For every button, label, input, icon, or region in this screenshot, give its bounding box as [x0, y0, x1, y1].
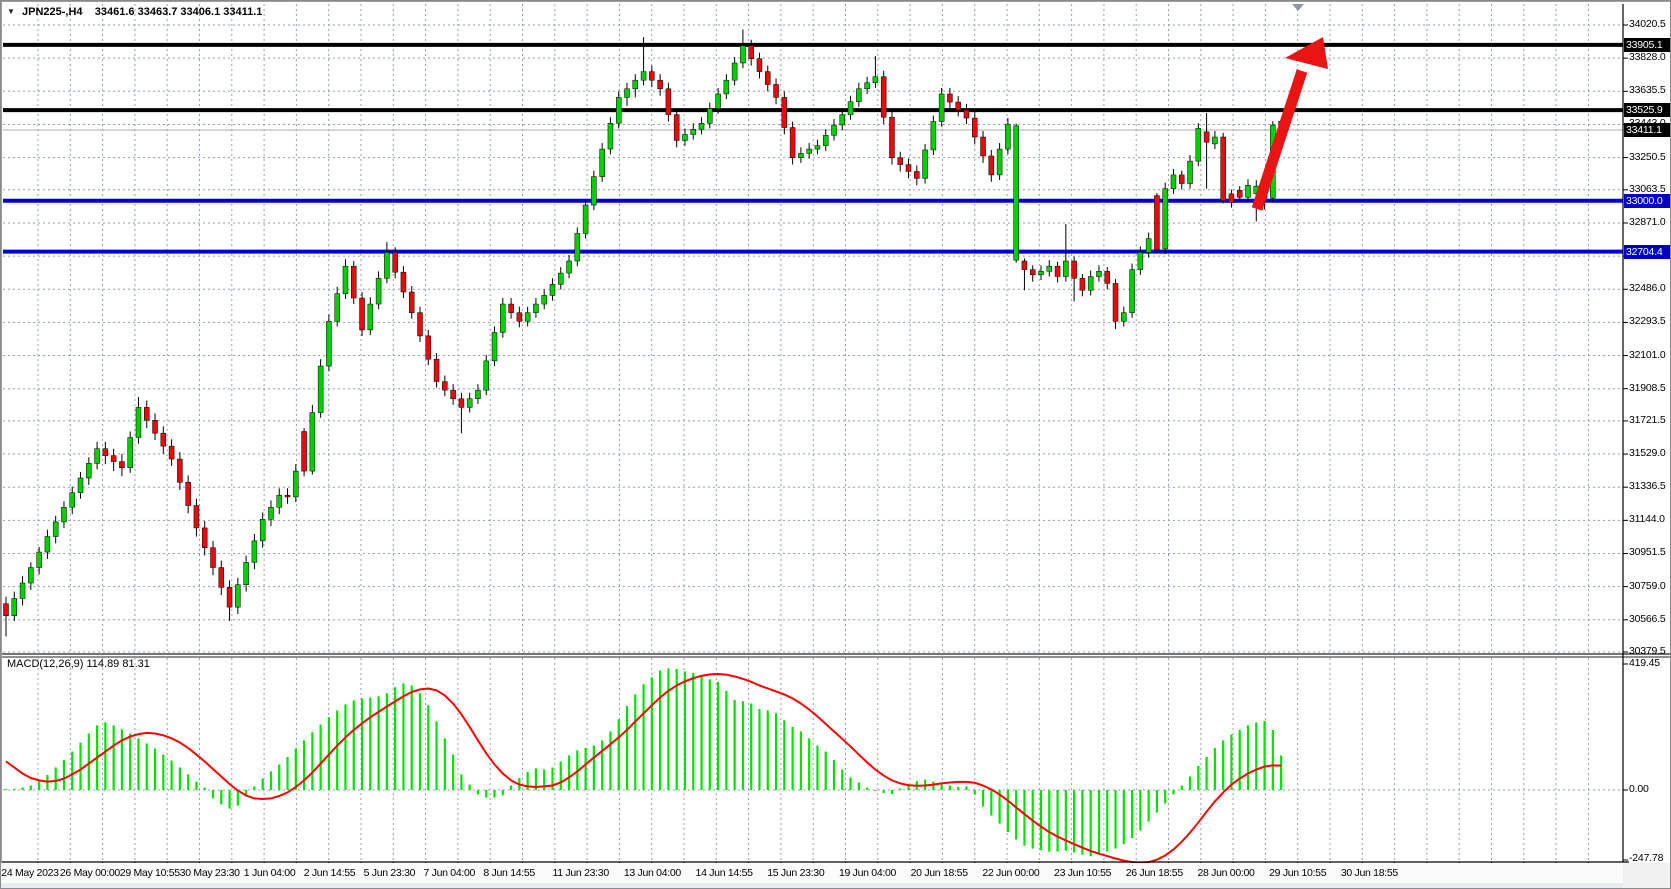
time-axis-label: 29 Jun 10:55	[1269, 867, 1327, 879]
time-axis-band	[1, 883, 1670, 888]
time-axis-label: 15 Jun 23:30	[767, 867, 825, 879]
price-level-label-33000.0[interactable]: 33000.0	[1624, 193, 1670, 208]
price-tick-label: 31336.5	[1629, 480, 1666, 493]
price-tick-label: 30951.5	[1629, 546, 1666, 559]
price-tick-label: 33828.0	[1629, 51, 1666, 64]
chart-shift-marker-icon[interactable]	[1292, 4, 1304, 11]
price-tick-label: 34020.5	[1629, 18, 1666, 30]
macd-signal-line	[5, 673, 1282, 864]
price-tick-label: 31529.0	[1629, 447, 1666, 460]
price-level-label-33525.9[interactable]: 33525.9	[1624, 103, 1670, 118]
time-axis-label: 30 Jun 18:55	[1340, 867, 1398, 879]
symbol-period-label: JPN225-,H4	[21, 6, 83, 18]
price-tick-label: 33250.5	[1629, 150, 1666, 163]
price-level-label-33905.1[interactable]: 33905.1	[1624, 37, 1670, 52]
time-axis-label: 11 Jun 23:30	[552, 867, 610, 879]
price-tick-label: 32293.5	[1629, 315, 1666, 328]
time-axis-label: 20 Jun 18:55	[910, 867, 968, 879]
price-tick-label: 32101.0	[1629, 348, 1666, 361]
axis-corner	[1623, 863, 1670, 888]
macd-histogram-layer	[4, 668, 1283, 857]
time-axis-label: 28 Jun 00:00	[1197, 867, 1255, 879]
chart-dropdown-icon[interactable]: ▼	[7, 7, 15, 16]
price-tick-label: 33063.5	[1629, 182, 1666, 195]
time-axis-label: 19 Jun 04:00	[838, 867, 897, 879]
time-axis-label: 7 Jun 04:00	[423, 867, 476, 879]
macd-tick-label: -247.78	[1629, 852, 1664, 864]
price-tick-label: 31721.5	[1629, 413, 1666, 426]
price-tick-label: 33635.5	[1629, 84, 1666, 97]
time-axis-label: 8 Jun 14:55	[483, 867, 535, 879]
grid-layer	[3, 4, 1623, 862]
price-tick-label: 32486.0	[1629, 282, 1666, 295]
price-tick-label: 31144.0	[1629, 513, 1665, 526]
price-tick-label: 30379.5	[1629, 645, 1666, 657]
axis-ticks	[37, 24, 1628, 867]
time-axis-label: 24 May 2023	[1, 867, 59, 879]
chart-title: ▼ JPN225-,H4 33461.6 33463.7 33406.1 334…	[7, 6, 262, 18]
macd-tick-label: 0.00	[1629, 783, 1649, 795]
time-axis-label: 14 Jun 14:55	[695, 867, 753, 879]
price-tick-label: 31908.5	[1629, 381, 1666, 394]
price-level-label-33411.1[interactable]: 33411.1	[1624, 122, 1670, 137]
price-tick-label: 30566.5	[1629, 612, 1666, 625]
time-axis-label: 22 Jun 00:00	[982, 867, 1040, 879]
time-axis-label: 29 May 10:55	[119, 867, 180, 879]
candles-layer	[3, 29, 1284, 637]
time-axis-label: 26 May 00:00	[59, 867, 120, 879]
time-axis-label: 13 Jun 04:00	[623, 867, 681, 879]
price-tick-label: 32871.0	[1629, 215, 1666, 228]
time-axis-label: 2 Jun 14:55	[303, 867, 356, 879]
time-axis-label: 23 Jun 10:55	[1054, 867, 1112, 879]
arrow-up-annotation[interactable]	[1251, 37, 1328, 211]
macd-indicator-label: MACD(12,26,9) 114.89 81.31	[7, 658, 150, 670]
time-axis-label: 26 Jun 18:55	[1125, 867, 1183, 879]
price-level-label-32704.4[interactable]: 32704.4	[1624, 244, 1670, 259]
price-tick-label: 30759.0	[1629, 579, 1666, 592]
time-axis-label: 1 Jun 04:00	[243, 867, 296, 879]
time-axis-label: 5 Jun 23:30	[363, 867, 416, 879]
time-axis-label: 30 May 23:30	[179, 867, 240, 879]
macd-tick-label: 419.45	[1629, 657, 1660, 669]
ohlc-values-label: 33461.6 33463.7 33406.1 33411.1	[94, 6, 263, 18]
